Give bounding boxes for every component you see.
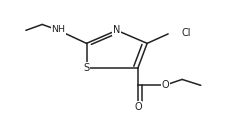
Text: N: N bbox=[113, 25, 121, 35]
Text: Cl: Cl bbox=[182, 28, 191, 38]
Text: S: S bbox=[84, 63, 90, 73]
Text: O: O bbox=[134, 102, 142, 112]
Text: O: O bbox=[161, 80, 169, 90]
Text: NH: NH bbox=[51, 25, 66, 34]
